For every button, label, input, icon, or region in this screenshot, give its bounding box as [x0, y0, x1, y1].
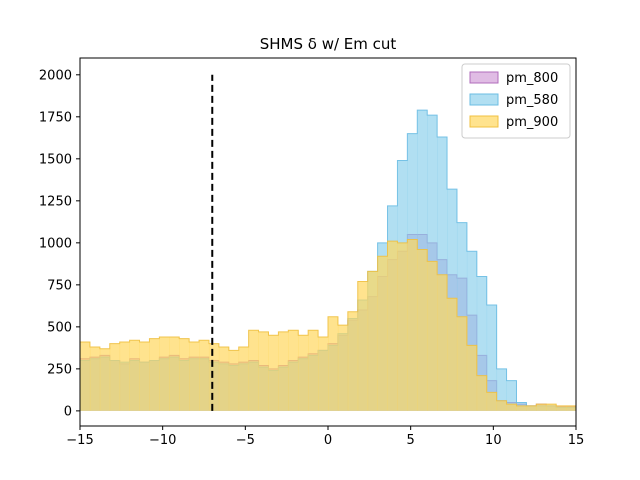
bin-pm_900-42	[496, 400, 507, 411]
bin-pm_900-39	[466, 345, 478, 411]
y-tick-label: 750	[47, 278, 72, 293]
bin-pm_900-27	[347, 311, 359, 411]
bin-pm_900-40	[476, 375, 488, 411]
bin-pm_900-5	[129, 340, 140, 411]
bin-pm_900-13	[208, 343, 220, 411]
x-tick-label: 0	[324, 433, 332, 448]
bin-pm_900-26	[337, 325, 349, 411]
legend-swatch-pm_900	[469, 115, 499, 128]
bin-pm_900-34	[417, 249, 428, 411]
y-axis: 0 250 500 750 1000 1250 1500 1750 2000	[39, 68, 80, 419]
bin-pm_900-41	[486, 392, 498, 411]
x-tick-label: 15	[568, 433, 585, 448]
series-pm_900	[79, 238, 577, 411]
bin-pm_900-32	[397, 242, 408, 411]
bin-pm_900-33	[407, 239, 418, 411]
y-tick-label: 1250	[39, 194, 72, 209]
bin-pm_900-21	[288, 330, 299, 411]
legend-label-pm_900: pm_900	[506, 115, 558, 130]
bin-pm_900-35	[427, 261, 438, 411]
bin-pm_900-11	[189, 341, 200, 411]
bin-pm_580-41	[486, 305, 498, 411]
series-outline-pm_900	[79, 238, 577, 411]
bin-pm_900-10	[179, 338, 190, 411]
bin-pm_900-19	[268, 335, 279, 411]
legend: pm_800 pm_580 pm_900	[461, 63, 571, 139]
bin-pm_900-37	[447, 298, 458, 411]
bin-pm_900-47	[546, 404, 557, 411]
bin-pm_900-20	[278, 331, 289, 411]
x-tick-label: −5	[236, 433, 255, 448]
y-tick-label: 2000	[39, 68, 72, 83]
y-tick-label: 0	[64, 404, 72, 419]
plot-area	[79, 109, 577, 411]
bin-pm_900-46	[536, 404, 547, 411]
bin-pm_900-49	[566, 405, 577, 411]
bin-pm_900-8	[159, 336, 170, 411]
y-tick-label: 500	[47, 320, 72, 335]
bin-pm_900-22	[298, 335, 309, 411]
x-tick-label: 5	[407, 433, 415, 448]
y-tick-label: 1000	[39, 236, 72, 251]
bin-pm_900-15	[228, 350, 240, 411]
bin-pm_580-43	[506, 380, 517, 411]
bin-pm_900-14	[218, 347, 230, 411]
x-tick-label: −15	[66, 433, 93, 448]
bin-pm_900-31	[387, 241, 398, 411]
bin-pm_900-6	[139, 341, 150, 411]
bin-pm_900-36	[437, 274, 448, 411]
bin-pm_900-45	[526, 405, 537, 411]
bin-pm_580-42	[496, 368, 507, 411]
legend-swatch-pm_580	[469, 93, 499, 106]
bin-pm_580-39	[466, 251, 478, 411]
y-tick-label: 1750	[39, 110, 72, 125]
x-tick-label: 10	[485, 433, 502, 448]
bin-pm_580-36	[437, 136, 448, 411]
bin-pm_580-40	[476, 276, 488, 411]
bin-pm_900-4	[119, 341, 130, 411]
bin-pm_900-7	[149, 338, 160, 411]
bin-pm_900-2	[99, 348, 111, 411]
chart-title: SHMS δ w/ Em cut	[260, 35, 397, 53]
y-tick-label: 250	[47, 362, 72, 377]
bin-pm_900-29	[367, 271, 378, 411]
bin-pm_900-12	[199, 340, 210, 411]
bin-pm_900-17	[248, 330, 259, 411]
legend-swatch-pm_800	[469, 71, 499, 84]
bin-pm_900-48	[556, 405, 567, 411]
x-tick-label: −10	[149, 433, 176, 448]
bin-pm_900-3	[109, 343, 121, 411]
bin-pm_900-25	[328, 316, 339, 411]
bin-pm_900-1	[89, 347, 101, 411]
bin-pm_900-24	[318, 336, 329, 411]
y-tick-label: 1500	[39, 152, 72, 167]
bin-pm_900-0	[80, 341, 91, 411]
bin-pm_900-30	[377, 256, 388, 411]
bin-pm_900-9	[169, 336, 180, 411]
bin-pm_900-23	[308, 330, 319, 411]
bin-pm_900-38	[456, 316, 468, 411]
bin-pm_900-43	[506, 404, 517, 411]
x-axis: −15 −10 −5 0 5 10 15	[66, 426, 584, 448]
bin-pm_900-28	[357, 281, 369, 411]
bin-pm_900-44	[516, 405, 527, 411]
bin-pm_900-16	[238, 347, 250, 411]
legend-label-pm_580: pm_580	[506, 93, 558, 108]
legend-label-pm_800: pm_800	[506, 71, 558, 86]
bin-pm_900-18	[258, 331, 269, 411]
